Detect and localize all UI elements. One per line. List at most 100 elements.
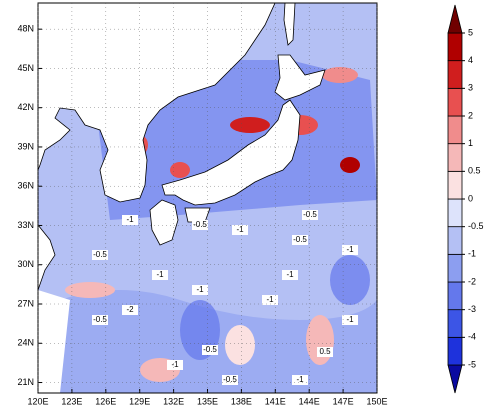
y-tick-label: 24N <box>17 338 34 348</box>
x-tick-label: 120E <box>27 396 48 406</box>
contour-label: -1 <box>286 270 294 279</box>
contour-label: -0.5 <box>93 315 107 324</box>
field-patch <box>225 325 255 365</box>
y-tick-label: 45N <box>17 63 34 73</box>
x-tick-label: 126E <box>95 396 116 406</box>
contour-label: -0.5 <box>293 235 307 244</box>
field-patch <box>170 162 190 178</box>
colorbar-cell <box>447 198 463 228</box>
contour-label: -0.5 <box>193 220 207 229</box>
colorbar-cell <box>447 253 463 283</box>
colorbar-label: -3 <box>468 304 476 314</box>
hokkaido <box>274 54 326 101</box>
contour-label: -1 <box>346 315 354 324</box>
contour-label-bg <box>317 347 333 357</box>
y-tick-label: 36N <box>17 181 34 191</box>
no-data <box>38 290 70 393</box>
colorbar-extend <box>447 364 463 394</box>
y-tick-label: 42N <box>17 102 34 112</box>
land <box>37 2 326 291</box>
contour-label-bg <box>122 215 138 225</box>
contour-label: -0.5 <box>93 250 107 259</box>
x-tick-label: 138E <box>231 396 252 406</box>
contour-label: -1 <box>156 270 164 279</box>
contour-label: -1 <box>346 245 354 254</box>
contour-label: 0.5 <box>319 347 331 356</box>
contour-label: -1 <box>236 225 244 234</box>
colorbar-extend <box>447 4 463 34</box>
contour-label-bg <box>292 375 308 385</box>
colorbar-label: 5 <box>468 27 473 37</box>
colorbar-label: 3 <box>468 83 473 93</box>
field-patch <box>65 282 115 298</box>
colorbar-cell <box>447 115 463 145</box>
colorbar-label: -1 <box>468 249 476 259</box>
contour-label-bg <box>202 345 218 355</box>
contour-label-bg <box>167 360 183 370</box>
colorbar-cell <box>447 32 463 62</box>
colorbar-cell <box>447 143 463 172</box>
contour-label-bg <box>232 225 248 235</box>
x-tick-label: 135E <box>197 396 218 406</box>
colorbar-label: -0.5 <box>468 221 484 231</box>
x-tick-label: 141E <box>265 396 286 406</box>
field-patch <box>330 255 370 305</box>
x-tick-label: 144E <box>299 396 320 406</box>
contour-label: -0.5 <box>303 210 317 219</box>
contour-label-bg <box>152 270 168 280</box>
contour-label-bg <box>222 375 238 385</box>
colorbar-label: 0.5 <box>468 166 481 176</box>
contour-label-bg <box>342 315 358 325</box>
contour-label: -1 <box>196 285 204 294</box>
colorbar-cell <box>447 170 463 200</box>
contour-label: -1 <box>171 360 179 369</box>
colorbar-label: -2 <box>468 276 476 286</box>
x-tick-label: 132E <box>163 396 184 406</box>
contour-label-bg <box>282 270 298 280</box>
y-tick-label: 48N <box>17 24 34 34</box>
colorbar-label: -4 <box>468 332 476 342</box>
colorbar-label: 0 <box>468 193 473 203</box>
colorbar-label: -5 <box>468 359 476 369</box>
field-patch <box>230 117 270 133</box>
contour-label-bg <box>192 220 208 230</box>
contour-label: -1 <box>126 215 134 224</box>
contour-label: -0.5 <box>223 375 237 384</box>
colorbar-cell <box>447 336 463 366</box>
colorbar-cell <box>447 60 463 89</box>
x-tick-label: 150E <box>366 396 387 406</box>
x-tick-label: 147E <box>333 396 354 406</box>
y-tick-label: 39N <box>17 141 34 151</box>
field-patch <box>322 67 358 83</box>
y-tick-label: 33N <box>17 220 34 230</box>
contour-label-bg <box>122 305 138 315</box>
contour-label-bg <box>342 245 358 255</box>
colorbar-cell <box>447 281 463 311</box>
x-tick-label: 129E <box>129 396 150 406</box>
y-tick-label: 27N <box>17 298 34 308</box>
contour-label-bg <box>292 235 308 245</box>
contour-label: -1 <box>266 295 274 304</box>
field-patch <box>306 315 334 365</box>
colorbar-label: 1 <box>468 138 473 148</box>
contour-label-bg <box>262 295 278 305</box>
colorbar-cell <box>447 226 463 255</box>
kyushu <box>149 199 179 246</box>
honshu <box>161 99 301 206</box>
contour-label-bg <box>92 250 108 260</box>
colorbar-label: 2 <box>468 110 473 120</box>
contour-label-bg <box>302 210 318 220</box>
colorbar-cell <box>447 87 463 117</box>
field-patch <box>60 290 377 393</box>
field-patch <box>340 157 360 173</box>
colorbar-cell <box>447 309 463 338</box>
y-tick-label: 30N <box>17 259 34 269</box>
colorbar-label: 4 <box>468 55 473 65</box>
contour-label: -1 <box>296 375 304 384</box>
x-tick-label: 123E <box>61 396 82 406</box>
contour-label: -0.5 <box>203 345 217 354</box>
contour-label: -2 <box>126 305 134 314</box>
y-tick-label: 21N <box>17 377 34 387</box>
contour-labels: -1 -0.5 -1 -0.5 -1 -0.5 -1 -1 -0.5 -1 -2 -1 -0.5 -1 -0… <box>92 210 358 385</box>
